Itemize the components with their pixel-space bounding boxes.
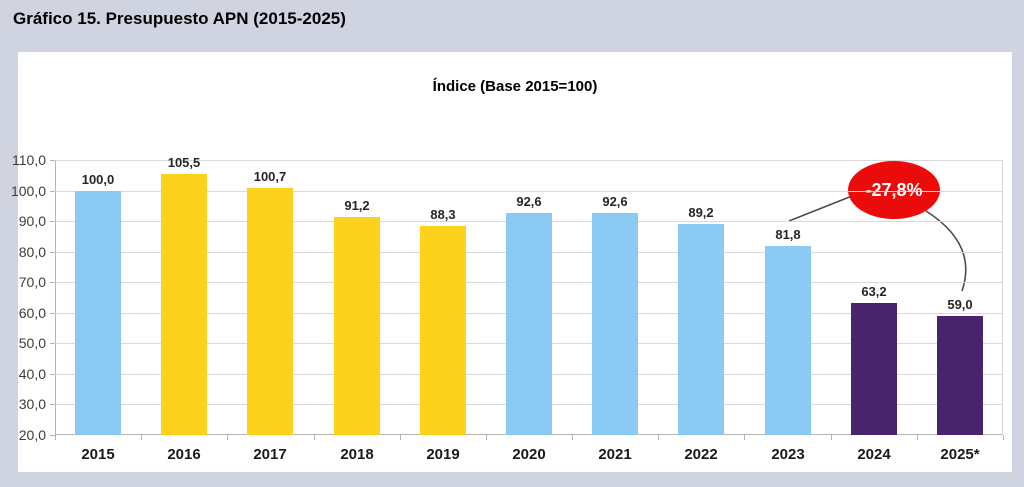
chart-title: Índice (Base 2015=100): [432, 78, 598, 95]
y-axis-label: 110,0: [12, 152, 46, 168]
bar-2022: [678, 224, 724, 435]
x-axis-tick: [658, 435, 659, 440]
y-axis-label: 40,0: [18, 366, 46, 382]
gridline: [55, 160, 1003, 161]
y-axis-label: 70,0: [18, 274, 46, 290]
x-axis-label: 2025*: [940, 446, 980, 463]
y-axis-tick: [50, 404, 55, 405]
x-axis-label: 2017: [253, 446, 287, 463]
x-axis-label: 2023: [771, 446, 805, 463]
chart-panel: Índice (Base 2015=100) -27,8% 110,0 100,0…: [11, 52, 1012, 472]
bar-value-label: 100,7: [253, 169, 287, 184]
x-axis-label: 2015: [81, 446, 115, 463]
y-axis-label: 100,0: [10, 183, 46, 199]
bar-2019: [420, 226, 466, 435]
y-axis-label: 30,0: [18, 396, 46, 412]
bar-value-label: 89,2: [688, 205, 714, 220]
bar-2017: [247, 188, 293, 435]
x-axis-tick: [141, 435, 142, 440]
x-axis-label: 2018: [340, 446, 374, 463]
bar-2021: [592, 213, 638, 435]
x-axis-tick: [227, 435, 228, 440]
bar-value-label: 92,6: [516, 194, 542, 209]
plot-area: -27,8% 110,0 100,0 90,0 80,0 70,0 60,0 50,0 40,…: [11, 152, 1004, 463]
bar-2018: [334, 217, 380, 435]
x-axis-tick: [744, 435, 745, 440]
bar-value-label: 100,0: [81, 172, 115, 187]
y-axis-label: 60,0: [18, 305, 46, 321]
x-axis-label: 2022: [684, 446, 718, 463]
x-axis-tick: [1003, 435, 1004, 440]
bar-2020: [506, 213, 552, 435]
bar-value-label: 91,2: [344, 198, 370, 213]
x-axis-tick: [831, 435, 832, 440]
bar-value-label: 81,8: [775, 227, 801, 242]
y-axis-tick: [50, 343, 55, 344]
x-axis-tick: [486, 435, 487, 440]
y-axis-tick: [50, 221, 55, 222]
y-axis-tick: [50, 435, 55, 436]
x-axis-label: 2021: [598, 446, 632, 463]
x-axis-label: 2019: [426, 446, 460, 463]
annotation-curve-2025: [925, 210, 967, 292]
bar-value-label: 105,5: [167, 155, 201, 170]
y-axis-tick: [50, 252, 55, 253]
bar-2024: [851, 303, 897, 435]
bar-value-label: 63,2: [861, 284, 887, 299]
x-axis-tick: [314, 435, 315, 440]
annotation-line-2023: [788, 195, 853, 222]
x-axis-label: 2024: [857, 446, 891, 463]
x-axis-tick: [572, 435, 573, 440]
y-axis-label: 90,0: [18, 213, 46, 229]
plot-right-border: [1002, 160, 1003, 435]
y-axis-label: 50,0: [18, 335, 46, 351]
bar-value-label: 92,6: [602, 194, 628, 209]
x-axis-tick: [400, 435, 401, 440]
bar-value-label: 59,0: [947, 297, 973, 312]
annotation-badge: -27,8%: [848, 161, 940, 219]
y-axis-tick: [50, 313, 55, 314]
x-axis-label: 2016: [167, 446, 201, 463]
bar-2023: [765, 246, 811, 435]
x-axis-tick: [55, 435, 56, 440]
page-title: Gráfico 15. Presupuesto APN (2015-2025): [13, 9, 346, 28]
y-axis-tick: [50, 191, 55, 192]
y-axis-label: 20,0: [18, 427, 46, 443]
annotation-label: -27,8%: [865, 179, 923, 200]
bar-2015: [75, 191, 121, 435]
bar-2025: [937, 316, 983, 435]
bar-value-label: 88,3: [430, 207, 456, 222]
y-axis-tick: [50, 282, 55, 283]
y-axis-line: [55, 160, 56, 435]
gridline: [55, 191, 1003, 192]
y-axis-tick: [50, 374, 55, 375]
x-axis-label: 2020: [512, 446, 546, 463]
y-axis-label: 80,0: [18, 244, 46, 260]
y-axis-tick: [50, 160, 55, 161]
bar-2016: [161, 174, 207, 435]
x-axis-tick: [917, 435, 918, 440]
